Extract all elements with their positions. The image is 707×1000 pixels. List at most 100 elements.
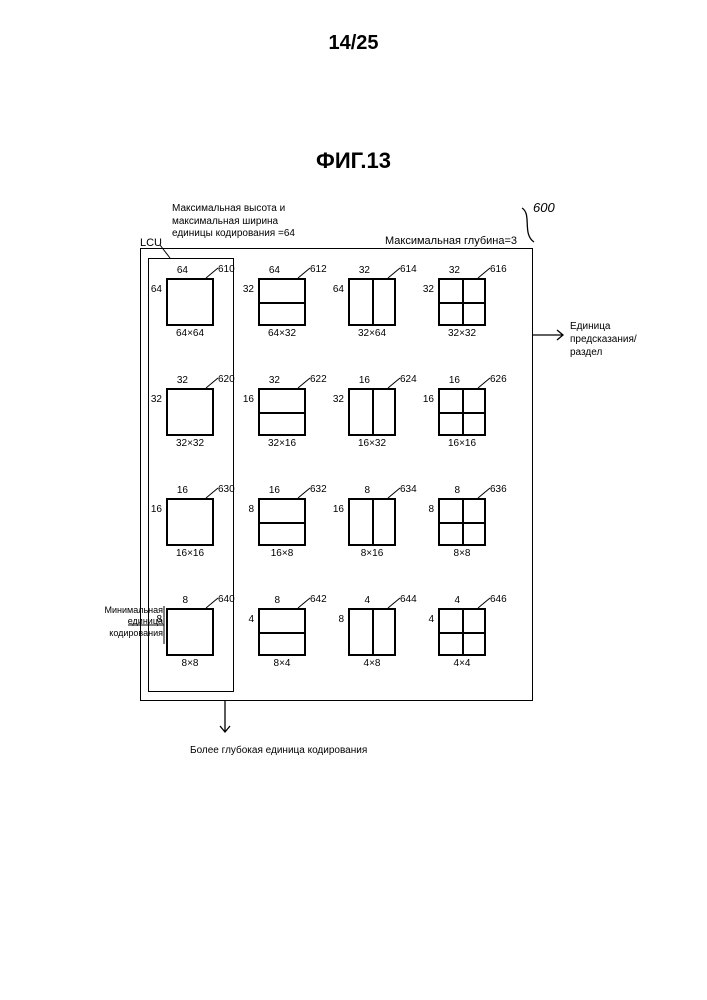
block-644 <box>348 608 396 656</box>
lead-624 <box>388 376 402 390</box>
block-624 <box>348 388 396 436</box>
height-label-630: 16 <box>144 504 162 515</box>
height-label-646: 4 <box>416 614 434 625</box>
size-caption-616: 32×32 <box>432 328 492 339</box>
width-label-636: 8 <box>430 485 460 496</box>
size-caption-640: 8×8 <box>160 658 220 669</box>
size-caption-612: 64×32 <box>252 328 312 339</box>
lead-616 <box>478 266 492 280</box>
ref-614: 614 <box>400 264 417 275</box>
block-614 <box>348 278 396 326</box>
figure-ref-600: 600 <box>533 200 555 215</box>
header-left-l3: единицы кодирования =64 <box>172 228 295 239</box>
lead-632 <box>298 486 312 500</box>
deeper-unit-label: Более глубокая единица кодирования <box>190 745 367 756</box>
block-612 <box>258 278 306 326</box>
width-label-616: 32 <box>430 265 460 276</box>
ref-610: 610 <box>218 264 235 275</box>
height-label-626: 16 <box>416 394 434 405</box>
ref-626: 626 <box>490 374 507 385</box>
width-label-632: 16 <box>250 485 280 496</box>
height-label-620: 32 <box>144 394 162 405</box>
size-caption-636: 8×8 <box>432 548 492 559</box>
block-642 <box>258 608 306 656</box>
width-label-644: 4 <box>340 595 370 606</box>
block-626 <box>438 388 486 436</box>
height-label-614: 64 <box>326 284 344 295</box>
height-label-624: 32 <box>326 394 344 405</box>
size-caption-624: 16×32 <box>342 438 402 449</box>
height-label-640: 8 <box>144 614 162 625</box>
size-caption-622: 32×16 <box>252 438 312 449</box>
lead-626 <box>478 376 492 390</box>
height-label-632: 8 <box>236 504 254 515</box>
size-caption-642: 8×4 <box>252 658 312 669</box>
width-label-614: 32 <box>340 265 370 276</box>
arrow-down <box>218 700 232 738</box>
height-label-642: 4 <box>236 614 254 625</box>
lead-640 <box>206 596 220 610</box>
lcu-pointer <box>160 242 175 260</box>
block-630 <box>166 498 214 546</box>
size-caption-620: 32×32 <box>160 438 220 449</box>
block-646 <box>438 608 486 656</box>
block-610 <box>166 278 214 326</box>
width-label-610: 64 <box>158 265 188 276</box>
size-caption-646: 4×4 <box>432 658 492 669</box>
block-616 <box>438 278 486 326</box>
block-632 <box>258 498 306 546</box>
width-label-626: 16 <box>430 375 460 386</box>
width-label-620: 32 <box>158 375 188 386</box>
lead-610 <box>206 266 220 280</box>
height-label-644: 8 <box>326 614 344 625</box>
height-label-616: 32 <box>416 284 434 295</box>
ref-616: 616 <box>490 264 507 275</box>
width-label-642: 8 <box>250 595 280 606</box>
width-label-646: 4 <box>430 595 460 606</box>
ref-646: 646 <box>490 594 507 605</box>
lead-620 <box>206 376 220 390</box>
width-label-630: 16 <box>158 485 188 496</box>
block-636 <box>438 498 486 546</box>
header-left-l1: Максимальная высота и <box>172 203 285 214</box>
lead-622 <box>298 376 312 390</box>
block-640 <box>166 608 214 656</box>
lead-634 <box>388 486 402 500</box>
header-left: Максимальная высота и максимальная ширин… <box>172 203 342 241</box>
width-label-624: 16 <box>340 375 370 386</box>
ref-644: 644 <box>400 594 417 605</box>
width-label-640: 8 <box>158 595 188 606</box>
height-label-636: 8 <box>416 504 434 515</box>
size-caption-610: 64×64 <box>160 328 220 339</box>
block-620 <box>166 388 214 436</box>
prediction-unit-label: Единица предсказания/ раздел <box>570 320 665 359</box>
arrow-right <box>533 328 568 342</box>
figure-page: 14/25 ФИГ.13 600 Максимальная высота и м… <box>0 0 707 1000</box>
size-caption-626: 16×16 <box>432 438 492 449</box>
ref-630: 630 <box>218 484 235 495</box>
figure-title: ФИГ.13 <box>316 148 391 174</box>
size-caption-630: 16×16 <box>160 548 220 559</box>
page-number: 14/25 <box>328 32 378 55</box>
lead-614 <box>388 266 402 280</box>
ref-632: 632 <box>310 484 327 495</box>
size-caption-644: 4×8 <box>342 658 402 669</box>
ref-642: 642 <box>310 594 327 605</box>
ref-634: 634 <box>400 484 417 495</box>
width-label-634: 8 <box>340 485 370 496</box>
height-label-634: 16 <box>326 504 344 515</box>
height-label-612: 32 <box>236 284 254 295</box>
ref-620: 620 <box>218 374 235 385</box>
arrow-min-unit <box>128 604 166 646</box>
height-label-610: 64 <box>144 284 162 295</box>
lead-612 <box>298 266 312 280</box>
size-caption-634: 8×16 <box>342 548 402 559</box>
width-label-622: 32 <box>250 375 280 386</box>
width-label-612: 64 <box>250 265 280 276</box>
lead-642 <box>298 596 312 610</box>
height-label-622: 16 <box>236 394 254 405</box>
ref-622: 622 <box>310 374 327 385</box>
lead-646 <box>478 596 492 610</box>
size-caption-614: 32×64 <box>342 328 402 339</box>
ref-624: 624 <box>400 374 417 385</box>
